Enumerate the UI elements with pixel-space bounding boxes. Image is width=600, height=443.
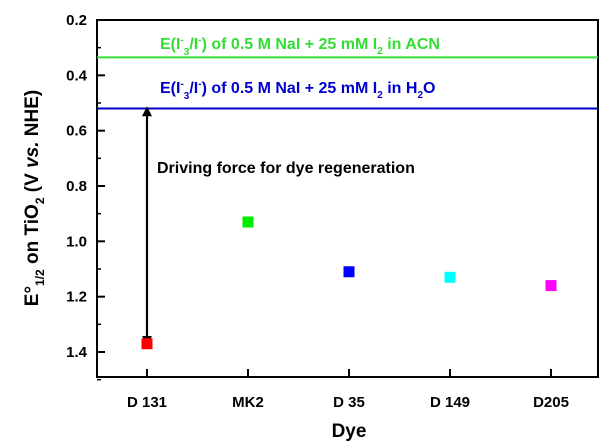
y-tick-label: 0.6 <box>66 123 87 140</box>
plot-area <box>97 20 598 377</box>
y-tick-label: 1.4 <box>66 344 88 361</box>
y-tick-label: 0.4 <box>66 67 88 84</box>
x-tick-label: D 149 <box>430 394 470 411</box>
y-tick-label: 1.0 <box>66 233 87 250</box>
reference-line-label: E(I-3/I-) of 0.5 M NaI + 25 mM I2 in ACN <box>160 35 440 58</box>
x-tick-label: D 131 <box>127 394 167 411</box>
data-points <box>142 216 557 349</box>
x-axis: D 131 MK2 D 35 D 149 D205 <box>127 369 569 411</box>
driving-force-annotation: Driving force for dye regeneration <box>147 111 415 341</box>
y-tick-label: 1.2 <box>66 289 87 306</box>
data-point <box>445 272 456 283</box>
x-axis-title: Dye <box>332 421 367 442</box>
y-axis-title: E°1/2 on TiO2 (V vs. NHE) <box>22 90 47 306</box>
data-point <box>142 338 153 349</box>
x-tick-label: D205 <box>533 394 569 411</box>
reference-line-label: E(I-3/I-) of 0.5 M NaI + 25 mM I2 in H2O <box>160 79 435 102</box>
annotation-label: Driving force for dye regeneration <box>157 160 415 177</box>
reference-lines: E(I-3/I-) of 0.5 M NaI + 25 mM I2 in ACN… <box>97 35 598 109</box>
x-tick-label: MK2 <box>232 394 264 411</box>
y-tick-label: 0.8 <box>66 178 87 195</box>
data-point <box>344 266 355 277</box>
y-axis: 0.2 0.4 0.6 0.8 1.0 1.2 1.4 <box>66 12 105 380</box>
x-tick-label: D 35 <box>333 394 365 411</box>
y-tick-label: 0.2 <box>66 12 87 29</box>
data-point <box>546 280 557 291</box>
data-point <box>243 216 254 227</box>
